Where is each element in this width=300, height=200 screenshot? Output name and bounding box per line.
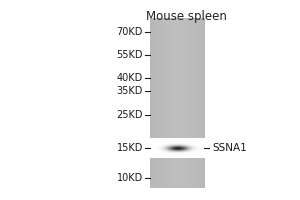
Text: 35KD: 35KD (117, 86, 143, 96)
Text: 15KD: 15KD (117, 143, 143, 153)
Text: 25KD: 25KD (116, 110, 143, 120)
Text: SSNA1: SSNA1 (212, 143, 247, 153)
Text: 55KD: 55KD (116, 50, 143, 60)
Text: 10KD: 10KD (117, 173, 143, 183)
Text: 70KD: 70KD (117, 27, 143, 37)
Text: Mouse spleen: Mouse spleen (146, 10, 226, 23)
Text: 40KD: 40KD (117, 73, 143, 83)
